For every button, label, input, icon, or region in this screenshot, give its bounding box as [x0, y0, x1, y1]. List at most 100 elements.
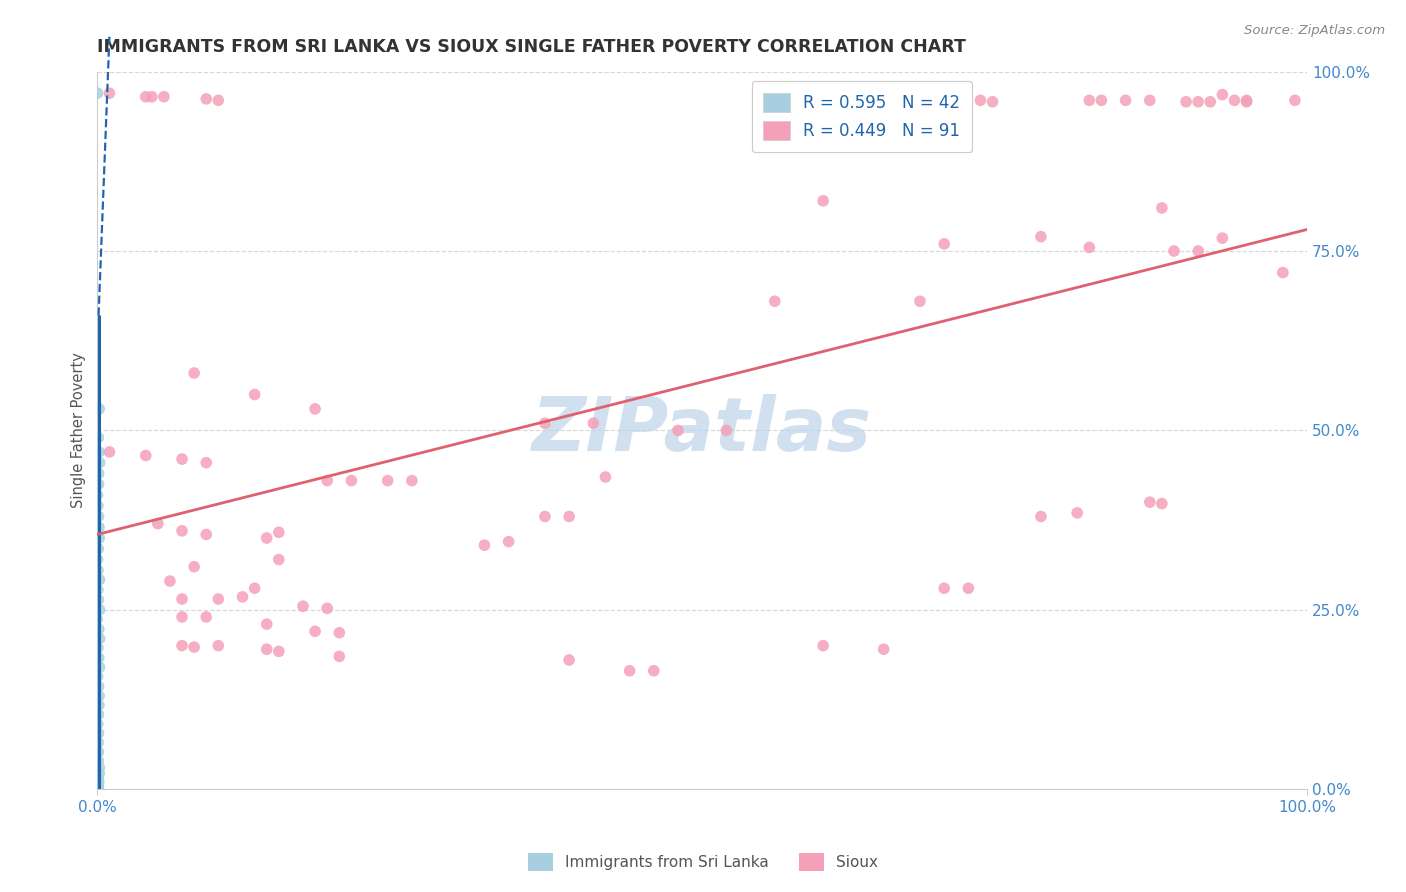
Point [872, 642, 894, 657]
Point [1223, 93, 1246, 107]
Point [87, 698, 110, 713]
Point [87, 520, 110, 534]
Text: ZIPatlas: ZIPatlas [533, 394, 872, 467]
Point [231, 590, 253, 604]
Point [934, 581, 956, 595]
Point [1029, 229, 1052, 244]
Point [195, 456, 218, 470]
Point [86, 612, 108, 626]
Point [716, 424, 738, 438]
Point [1115, 93, 1137, 107]
Point [1066, 506, 1088, 520]
Point [98, 86, 121, 100]
Point [328, 649, 350, 664]
Point [1175, 95, 1198, 109]
Point [558, 653, 581, 667]
Point [195, 92, 218, 106]
Point [328, 625, 350, 640]
Point [87, 431, 110, 445]
Point [643, 664, 665, 678]
Point [207, 592, 229, 607]
Point [89, 660, 111, 674]
Point [159, 574, 181, 588]
Point [401, 474, 423, 488]
Point [1150, 497, 1173, 511]
Point [1236, 95, 1258, 109]
Point [87, 735, 110, 749]
Point [87, 592, 110, 607]
Point [811, 194, 834, 208]
Point [666, 424, 689, 438]
Point [1090, 93, 1112, 107]
Point [1211, 87, 1233, 102]
Point [908, 294, 931, 309]
Point [170, 592, 193, 607]
Point [89, 573, 111, 587]
Point [304, 401, 326, 416]
Point [89, 689, 111, 703]
Point [87, 445, 110, 459]
Point [87, 745, 110, 759]
Point [619, 664, 641, 678]
Point [207, 639, 229, 653]
Legend: R = 0.595   N = 42, R = 0.449   N = 91: R = 0.595 N = 42, R = 0.449 N = 91 [752, 81, 972, 152]
Point [87, 499, 110, 513]
Point [135, 449, 157, 463]
Point [267, 525, 290, 540]
Point [243, 387, 266, 401]
Point [87, 779, 110, 793]
Point [872, 93, 894, 107]
Point [87, 582, 110, 597]
Point [1187, 95, 1209, 109]
Point [267, 644, 290, 658]
Point [86, 552, 108, 566]
Point [86, 86, 108, 100]
Text: Source: ZipAtlas.com: Source: ZipAtlas.com [1244, 24, 1385, 37]
Point [87, 477, 110, 491]
Point [183, 366, 205, 380]
Point [1211, 231, 1233, 245]
Point [86, 669, 108, 683]
Text: IMMIGRANTS FROM SRI LANKA VS SIOUX SINGLE FATHER POVERTY CORRELATION CHART: IMMIGRANTS FROM SRI LANKA VS SIOUX SINGL… [97, 38, 966, 56]
Point [87, 780, 110, 795]
Point [800, 92, 823, 106]
Point [377, 474, 399, 488]
Point [87, 754, 110, 768]
Point [89, 632, 111, 646]
Point [87, 541, 110, 556]
Y-axis label: Single Father Poverty: Single Father Poverty [72, 352, 86, 508]
Point [1139, 495, 1161, 509]
Point [292, 599, 315, 614]
Point [304, 624, 326, 639]
Point [1271, 266, 1294, 280]
Point [340, 474, 363, 488]
Point [316, 601, 339, 615]
Point [981, 95, 1004, 109]
Point [87, 726, 110, 740]
Point [1284, 93, 1306, 107]
Point [170, 524, 193, 538]
Point [267, 552, 290, 566]
Point [243, 581, 266, 595]
Point [1163, 244, 1185, 258]
Point [824, 89, 846, 103]
Point [763, 294, 786, 309]
Point [87, 563, 110, 577]
Point [87, 622, 110, 636]
Point [87, 772, 110, 786]
Point [87, 680, 110, 694]
Point [1139, 93, 1161, 107]
Point [969, 93, 991, 107]
Point [141, 89, 163, 103]
Point [256, 531, 278, 545]
Point [87, 650, 110, 665]
Point [811, 92, 834, 106]
Point [170, 610, 193, 624]
Point [86, 488, 108, 502]
Point [1078, 240, 1101, 254]
Point [1187, 244, 1209, 258]
Point [89, 401, 111, 416]
Point [1150, 201, 1173, 215]
Point [256, 642, 278, 657]
Point [146, 516, 169, 531]
